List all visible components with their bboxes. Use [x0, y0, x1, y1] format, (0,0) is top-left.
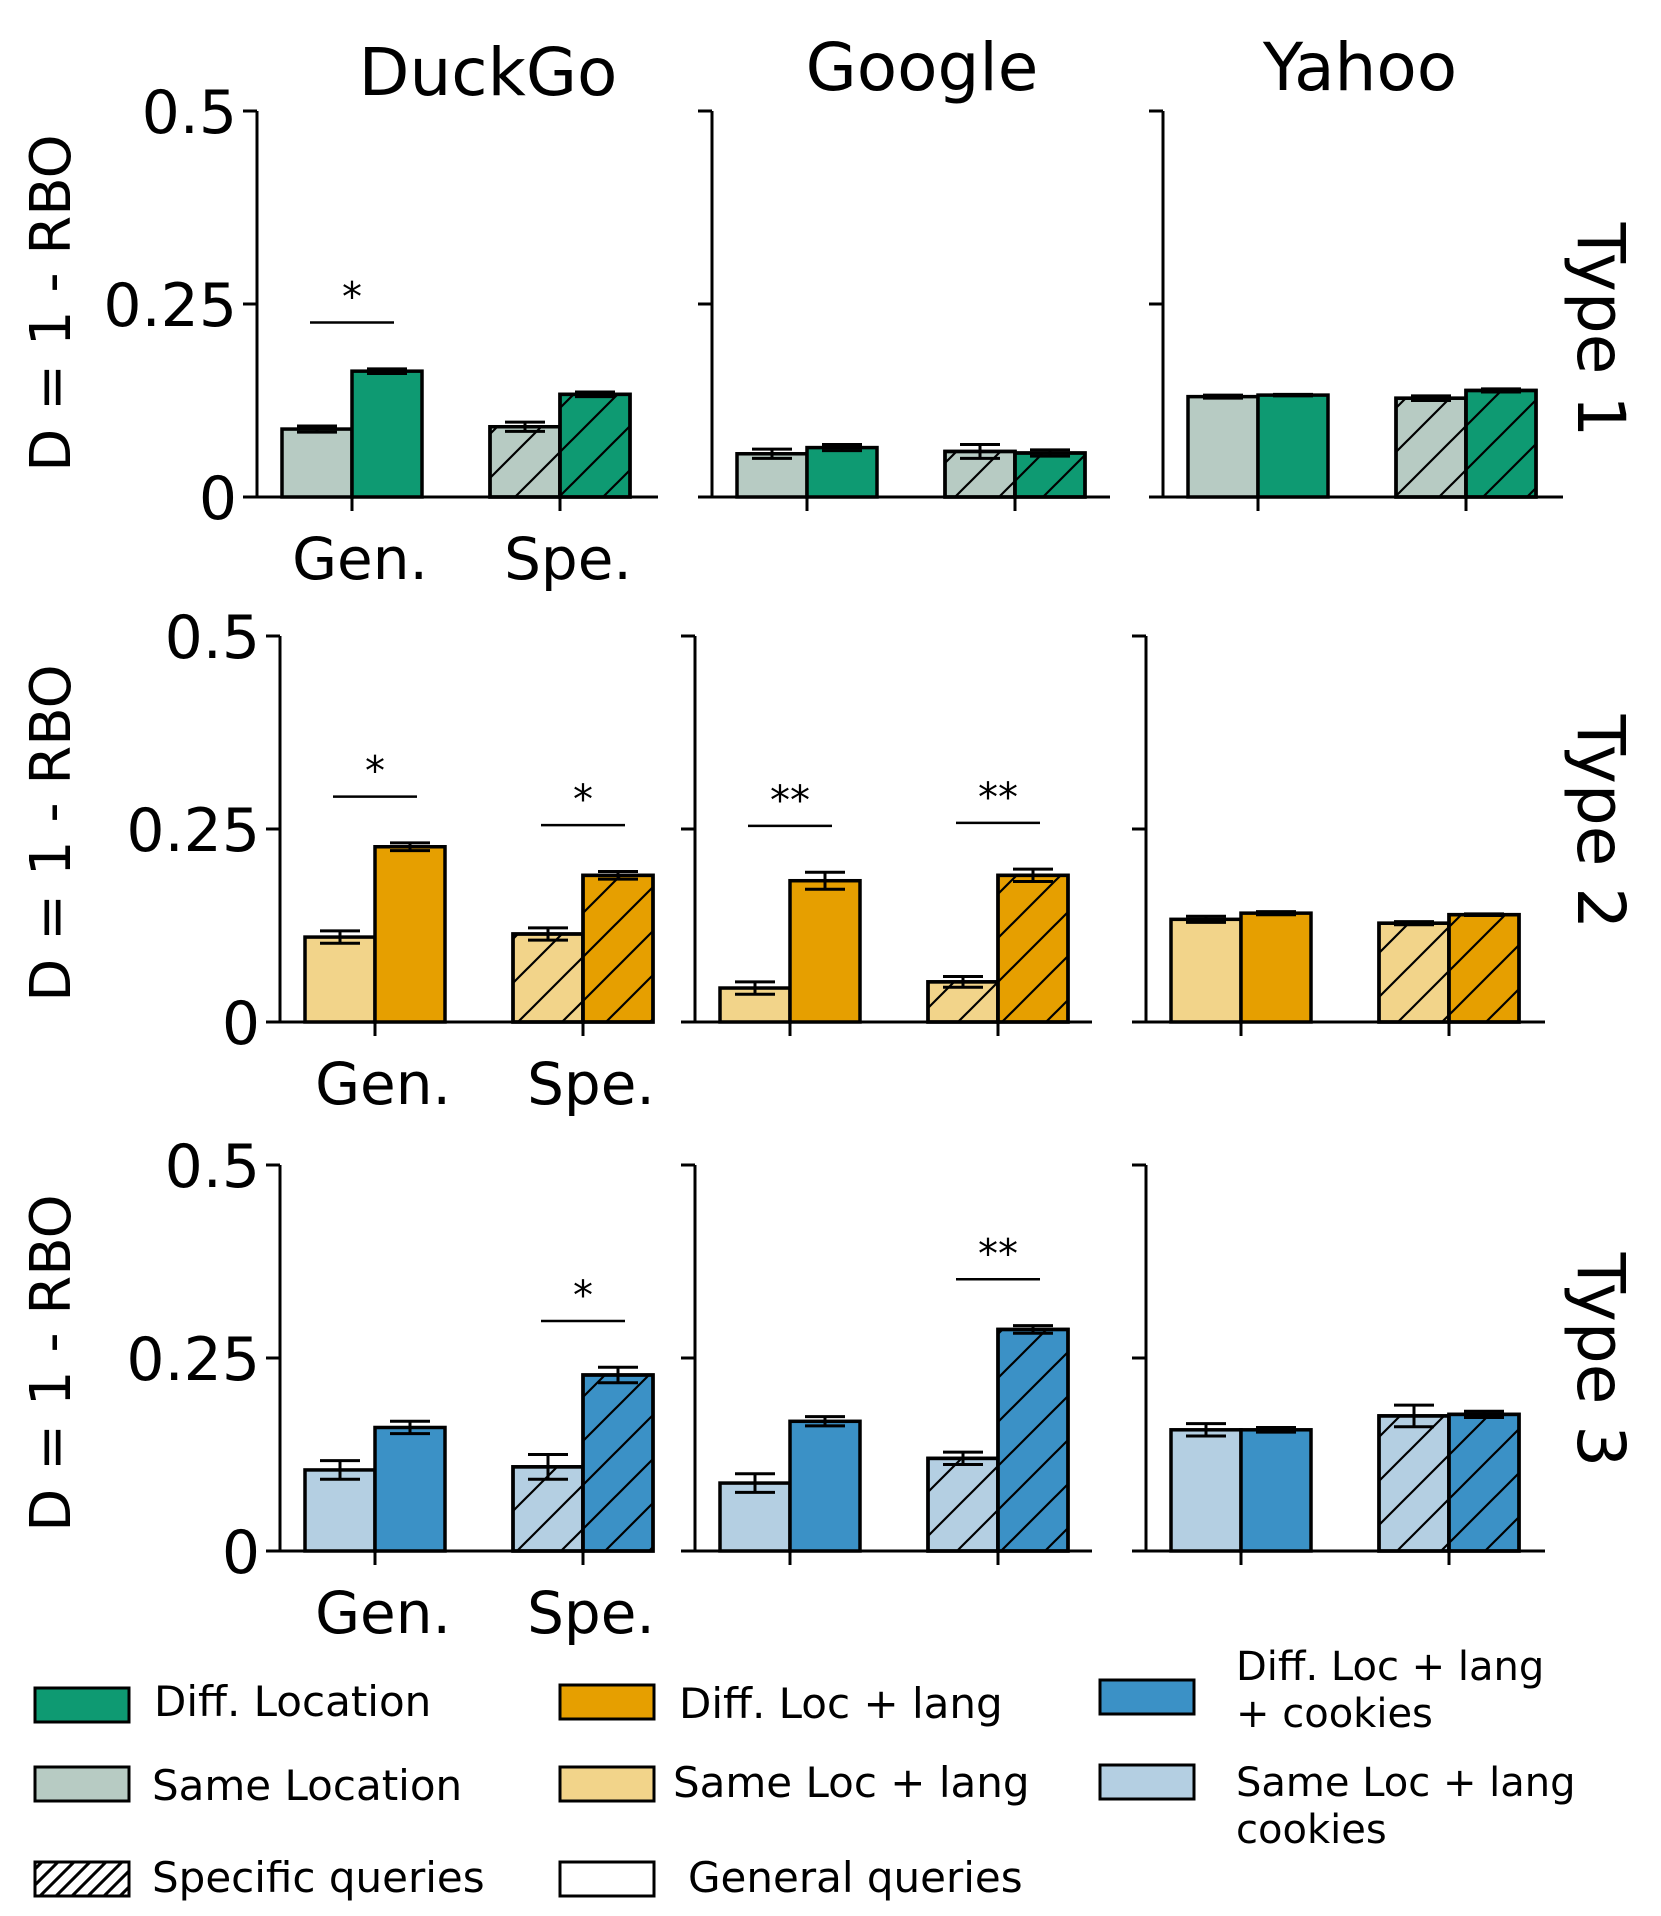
- panel-type2-duckgo-sig-marker: *: [573, 777, 593, 823]
- panel-type3-yahoo-bar-spe-diff-hatch: [1447, 1412, 1521, 1553]
- panel-type2-duckgo-ytick-label: 0: [222, 989, 260, 1059]
- legend-swatch-type2-diff: [558, 1683, 656, 1721]
- panel-type2-google-sig-marker: **: [978, 775, 1018, 821]
- legend-label-type3-same-line1: Same Loc + lang: [1236, 1760, 1576, 1806]
- legend-swatch-type1-same: [33, 1765, 131, 1803]
- panel-type1-google-bar-gen-same: [735, 452, 809, 499]
- panel-type3-duckgo-xtick-label: Spe.: [527, 1579, 655, 1647]
- legend-label-type3-same-line2: cookies: [1236, 1807, 1387, 1853]
- panel-type1-duckgo-bar-gen-diff: [350, 369, 424, 499]
- y-axis-label-row3: D = 1 - RBO: [19, 1194, 84, 1532]
- legend-label-type2-same: Same Loc + lang: [673, 1758, 1030, 1807]
- legend-swatch-specific: [33, 1860, 131, 1898]
- legend-swatch-type3-same: [1098, 1763, 1196, 1801]
- panel-type3-google-bar-spe-same-hatch: [926, 1456, 1000, 1553]
- legend-label-type3-diff-line1: Diff. Loc + lang: [1236, 1644, 1544, 1690]
- legend-swatch-general: [558, 1860, 656, 1898]
- panel-type2-google-sig-marker: **: [770, 778, 810, 824]
- panel-type3-duckgo-ytick-label: 0.25: [126, 1325, 260, 1395]
- panel-type1-duckgo-bar-spe-diff-hatch: [558, 392, 632, 499]
- panel-type2-duckgo-bar-gen-diff: [373, 845, 447, 1024]
- legend-swatch-type3-diff: [1098, 1678, 1196, 1716]
- panel-type1-yahoo-bar-gen-same: [1186, 394, 1260, 499]
- row-label-type1: Type 1: [1562, 222, 1639, 438]
- row-label-type3: Type 3: [1562, 1252, 1639, 1468]
- panel-type3-google-bar-gen-diff: [788, 1419, 862, 1553]
- panel-type2-yahoo-bar-gen-diff: [1239, 911, 1313, 1024]
- panel-type3-yahoo-bar-spe-same-hatch: [1377, 1414, 1451, 1553]
- panel-type2-yahoo-bar-spe-same-hatch: [1377, 921, 1451, 1024]
- panel-type2-google-bar-gen-diff: [788, 878, 862, 1024]
- panel-type3-duckgo-bar-spe-diff-hatch: [581, 1373, 655, 1553]
- panel-type3-google-sig-marker: **: [978, 1231, 1018, 1277]
- panel-type1-duckgo-xtick-label: Gen.: [292, 525, 428, 593]
- panel-type1-duckgo-bar-gen-same: [280, 427, 354, 499]
- panel-type2-duckgo-ytick-label: 0.25: [126, 796, 260, 866]
- panel-type2-duckgo-xtick-label: Spe.: [527, 1050, 655, 1118]
- legend-label-type1-diff: Diff. Location: [154, 1677, 431, 1726]
- legend-label-type1-same: Same Location: [152, 1761, 462, 1810]
- panel-type1-yahoo-bar-spe-same-hatch: [1394, 396, 1468, 499]
- panel-type1-duckgo-ytick-label: 0.25: [103, 271, 237, 341]
- panel-type2-duckgo-xtick-label: Gen.: [315, 1050, 451, 1118]
- panel-type3-duckgo-bar-gen-diff: [373, 1425, 447, 1553]
- panel-type2-google-bar-spe-diff-hatch: [996, 873, 1070, 1024]
- y-axis-label-row2: D = 1 - RBO: [19, 664, 84, 1002]
- row-label-type2: Type 2: [1562, 714, 1639, 930]
- panel-type2-duckgo-bar-spe-diff-hatch: [581, 873, 655, 1024]
- legend-label-general: General queries: [688, 1853, 1023, 1902]
- panel-type2-yahoo-bar-gen-same: [1169, 917, 1243, 1024]
- panel-type1-duckgo-bar-spe-same-hatch: [488, 424, 562, 499]
- panel-type1-duckgo-ytick-label: 0.5: [142, 78, 237, 148]
- panel-type2-duckgo-sig-marker: *: [365, 749, 385, 795]
- panel-type2-yahoo-bar-spe-diff-hatch: [1447, 912, 1521, 1024]
- panel-type3-duckgo-sig-marker: *: [573, 1273, 593, 1319]
- panel-type3-duckgo-bar-gen-same: [303, 1468, 377, 1553]
- panel-type1-yahoo-bar-gen-diff: [1256, 393, 1330, 499]
- panel-type1-duckgo-ytick-label: 0: [199, 464, 237, 534]
- legend-label-type2-diff: Diff. Loc + lang: [679, 1679, 1003, 1728]
- column-title-yahoo: Yahoo: [1262, 29, 1457, 106]
- panel-type3-yahoo-bar-gen-same: [1169, 1428, 1243, 1553]
- panel-type3-google-bar-gen-same: [718, 1481, 792, 1553]
- panel-type1-google-bar-spe-diff-hatch: [1013, 451, 1087, 499]
- legend: Diff. Location Same Location Specific qu…: [33, 1644, 1576, 1902]
- legend-swatch-type2-same: [558, 1765, 656, 1803]
- panel-type1-duckgo-sig-marker: *: [342, 275, 362, 321]
- panel-type3-duckgo-ytick-label: 0: [222, 1518, 260, 1588]
- panel-type1-duckgo-xtick-label: Spe.: [504, 525, 632, 593]
- panel-type2-duckgo-bar-gen-same: [303, 935, 377, 1024]
- y-axis-label-row1: D = 1 - RBO: [19, 134, 84, 472]
- legend-label-specific: Specific queries: [152, 1853, 485, 1902]
- panel-type3-yahoo-bar-gen-diff: [1239, 1428, 1313, 1553]
- panel-type3-duckgo-ytick-label: 0.5: [165, 1132, 260, 1202]
- column-title-duckgo: DuckGo: [359, 34, 618, 111]
- legend-label-type3-diff-line2: + cookies: [1236, 1691, 1433, 1737]
- legend-swatch-type1-diff: [33, 1686, 131, 1724]
- panel-type1-yahoo-bar-spe-diff-hatch: [1464, 388, 1538, 499]
- panel-type1-google-bar-gen-diff: [805, 445, 879, 499]
- column-title-google: Google: [806, 29, 1039, 106]
- panel-type3-google-bar-spe-diff-hatch: [996, 1327, 1070, 1553]
- panel-type3-duckgo-xtick-label: Gen.: [315, 1579, 451, 1647]
- panel-type2-duckgo-ytick-label: 0.5: [165, 603, 260, 673]
- panel-type2-duckgo-bar-spe-same-hatch: [511, 932, 585, 1024]
